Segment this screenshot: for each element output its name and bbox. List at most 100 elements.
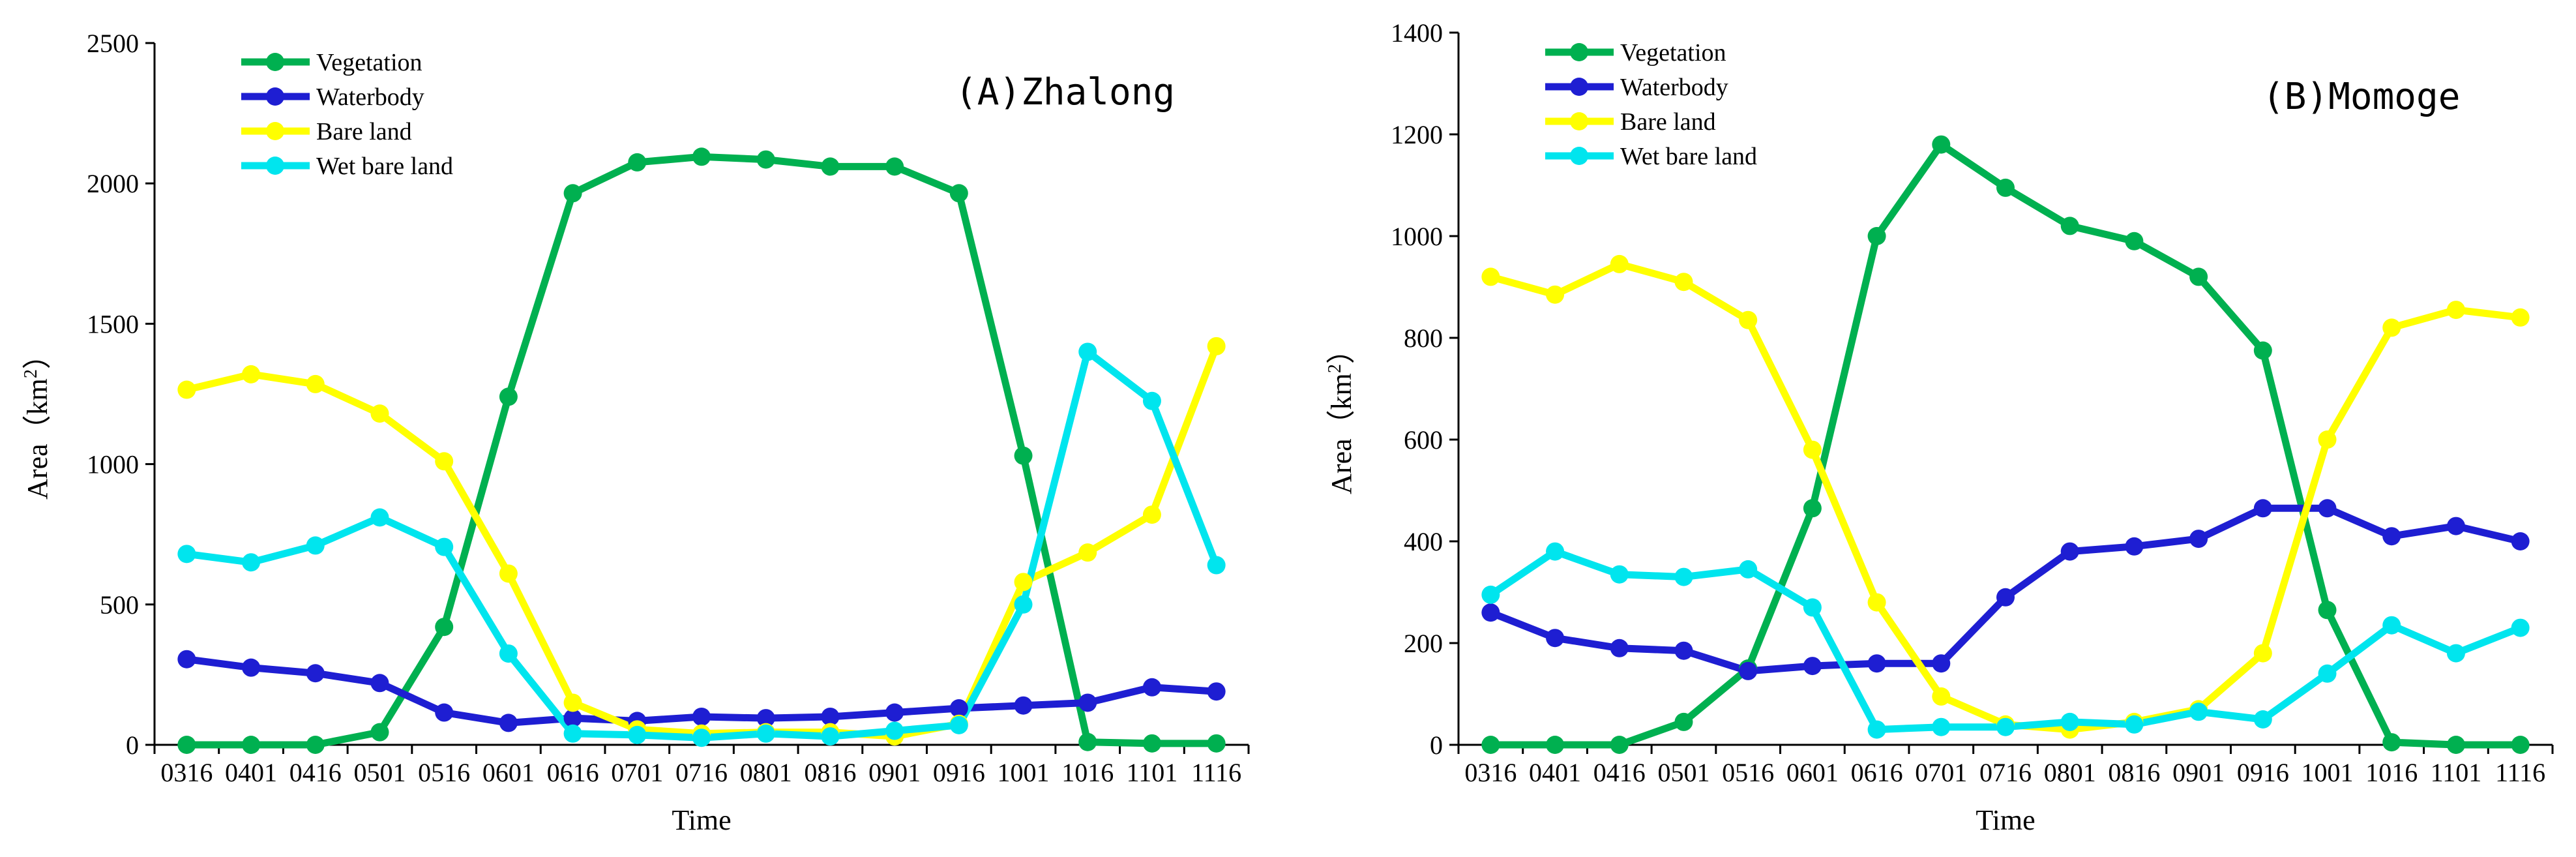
y-axis-title-tail: ）: [22, 340, 53, 369]
y-axis-title-main: Area（km: [1325, 373, 1357, 494]
data-point: [242, 736, 261, 754]
data-point: [1207, 682, 1226, 701]
x-tick-label: 0916: [2237, 758, 2289, 787]
data-point: [628, 153, 647, 172]
y-tick-label: 600: [1404, 425, 1443, 455]
y-tick-label: 0: [1430, 730, 1443, 760]
data-point: [177, 380, 196, 399]
y-tick-label: 200: [1404, 629, 1443, 658]
y-tick-label: 400: [1404, 527, 1443, 556]
data-point: [2060, 542, 2079, 561]
data-point: [2446, 736, 2465, 754]
y-tick-label: 1500: [87, 309, 139, 338]
y-tick-label: 1000: [87, 450, 139, 479]
x-tick-label: 1016: [2365, 758, 2418, 787]
data-point: [756, 709, 775, 728]
data-point: [692, 147, 711, 166]
data-point: [692, 729, 711, 747]
data-point: [306, 374, 325, 393]
data-point: [563, 184, 582, 203]
data-point: [1739, 560, 1758, 579]
data-point: [1078, 732, 1097, 751]
data-point: [306, 536, 325, 555]
x-axis-title: Time: [1976, 804, 2035, 836]
data-point: [1996, 178, 2015, 197]
data-point: [2318, 601, 2337, 620]
data-point: [1867, 593, 1886, 612]
data-point: [2318, 430, 2337, 449]
data-point: [821, 707, 840, 726]
data-point: [1674, 712, 1693, 731]
data-point: [1739, 661, 1758, 680]
x-tick-label: 0901: [2172, 758, 2225, 787]
y-tick-label: 800: [1404, 323, 1443, 353]
data-point: [1481, 585, 1500, 604]
data-point: [1867, 227, 1886, 245]
chart-title: (A)Zhalong: [955, 71, 1175, 113]
data-point: [435, 703, 454, 722]
x-tick-label: 0601: [482, 758, 535, 787]
x-tick-label: 0616: [547, 758, 599, 787]
data-point: [1078, 342, 1097, 361]
x-tick-label: 0516: [1722, 758, 1774, 787]
legend-label: Vegetation: [1620, 39, 1726, 67]
data-point: [306, 664, 325, 683]
data-point: [435, 537, 454, 556]
data-point: [1932, 135, 1951, 154]
legend-label: Waterbody: [1620, 74, 1728, 101]
data-point: [370, 674, 389, 693]
data-point: [1014, 573, 1033, 592]
legend-label: Vegetation: [316, 49, 422, 76]
data-point: [628, 725, 647, 744]
x-tick-label: 1101: [2431, 758, 2482, 787]
y-axis-title-superscript: 2: [21, 369, 41, 378]
data-point: [2125, 715, 2144, 734]
data-point: [1932, 717, 1951, 736]
data-point: [1610, 736, 1629, 754]
x-tick-label: 0501: [1657, 758, 1710, 787]
x-tick-label: 0801: [2044, 758, 2096, 787]
data-point: [1481, 603, 1500, 622]
data-point: [2382, 527, 2401, 546]
legend: Vegetation Waterbody Bare land Wet bare lan…: [241, 49, 453, 180]
data-point: [2189, 530, 2208, 549]
data-point: [2125, 232, 2144, 250]
x-tick-label: 0916: [933, 758, 985, 787]
legend-swatch-marker: [1570, 147, 1588, 165]
chart-panel-1: 0 500 1000 1500 2000 2500 0316 0401 0416 0501 0516…: [21, 29, 1250, 836]
data-point: [1610, 565, 1629, 584]
data-point: [1142, 678, 1161, 697]
data-point: [1867, 654, 1886, 673]
x-tick-label: 0316: [1464, 758, 1517, 787]
legend-swatch-marker: [1570, 78, 1588, 96]
data-point: [499, 387, 518, 406]
data-point: [2511, 618, 2530, 637]
data-point: [2511, 736, 2530, 754]
data-point: [2253, 644, 2272, 663]
series-line-vegetation: [1487, 141, 2524, 749]
legend-label: Bare land: [316, 118, 412, 145]
data-point: [1674, 273, 1693, 292]
y-axis-title: Area（km2）: [21, 340, 53, 500]
x-tick-label: 0816: [2108, 758, 2160, 787]
y-axis-title-main: Area（km: [22, 378, 53, 500]
data-point: [370, 508, 389, 527]
data-point: [242, 553, 261, 572]
data-point: [177, 545, 196, 564]
data-point: [1481, 736, 1500, 754]
y-tick-label: 500: [100, 590, 139, 620]
legend-swatch-marker: [266, 53, 284, 71]
data-point: [563, 724, 582, 743]
data-point: [949, 715, 968, 734]
data-point: [2318, 499, 2337, 518]
x-tick-label: 0416: [289, 758, 342, 787]
x-tick-label: 0401: [1529, 758, 1581, 787]
x-tick-label: 0416: [1593, 758, 1646, 787]
y-axis-title-superscript: 2: [1325, 364, 1345, 373]
data-point: [1932, 654, 1951, 673]
x-tick-label: 0901: [868, 758, 921, 787]
data-point: [1546, 542, 1565, 561]
data-point: [1014, 595, 1033, 614]
y-tick-label: 1400: [1391, 18, 1443, 48]
